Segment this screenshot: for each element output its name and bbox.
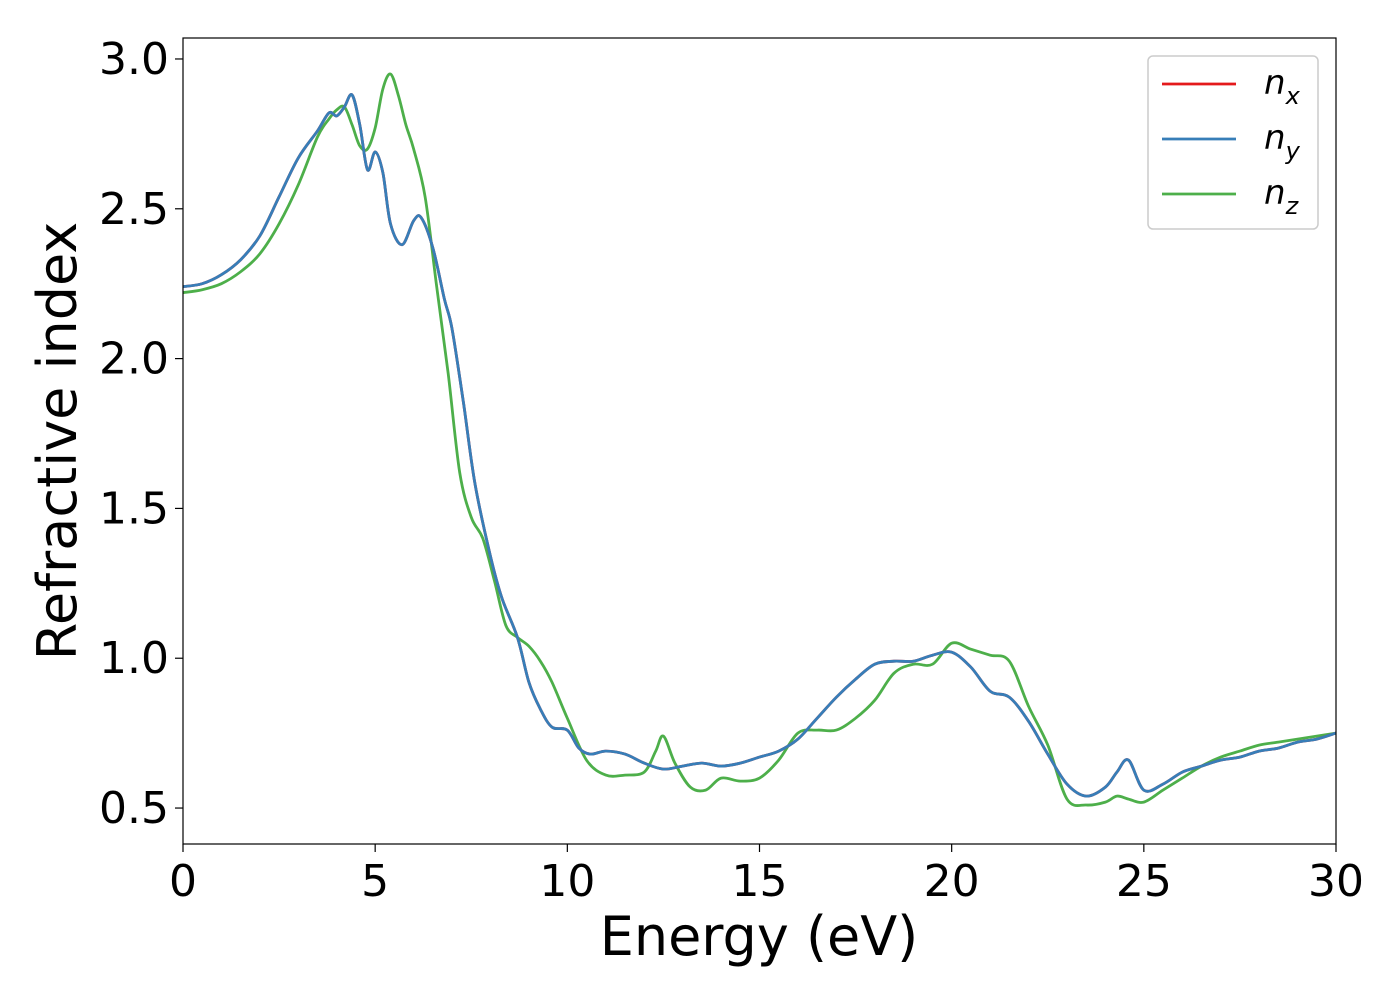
y-axis-title: Refractive index [26,222,89,661]
x-tick-label: 5 [361,856,389,907]
y-tick-label: 2.0 [99,334,169,385]
x-tick-label: 0 [169,856,197,907]
x-tick-label: 15 [732,856,788,907]
series-line-y [182,93,1337,798]
x-axis: 0 5 10 15 20 25 30 [169,844,1364,907]
x-tick-label: 25 [1116,856,1172,907]
y-tick-label: 0.5 [99,783,169,834]
legend-label-z: nz [1264,173,1300,220]
series-layer [182,72,1337,807]
y-axis: 0.5 1.0 1.5 2.0 2.5 3.0 [99,34,183,834]
y-tick-label: 2.5 [99,184,169,235]
x-tick-label: 10 [539,856,595,907]
y-tick-label: 1.0 [99,633,169,684]
legend-box [1147,55,1319,230]
legend-label-x: nx [1264,63,1301,110]
y-tick-label: 3.0 [99,34,169,85]
x-tick-label: 30 [1308,856,1364,907]
x-tick-label: 20 [924,856,980,907]
legend: nx ny nz [1147,55,1319,230]
x-axis-title: Energy (eV) [600,905,919,968]
y-tick-label: 1.5 [99,483,169,534]
legend-label-y: ny [1264,118,1301,165]
